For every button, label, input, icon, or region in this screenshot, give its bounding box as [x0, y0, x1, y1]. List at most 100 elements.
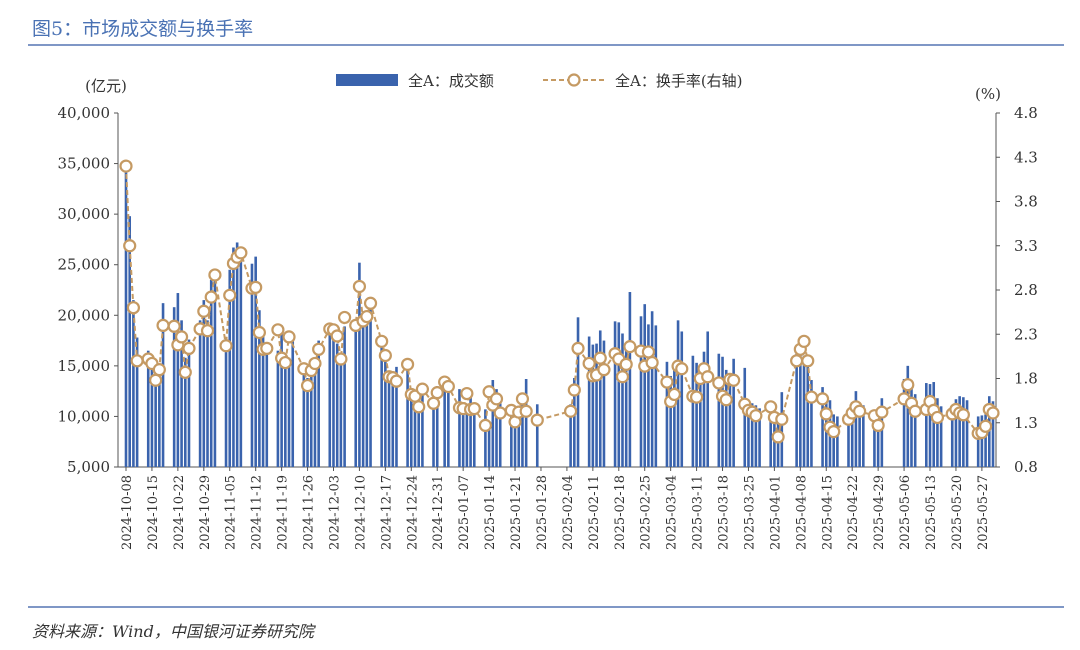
turnover-point — [615, 370, 630, 384]
turnover-point — [178, 365, 192, 379]
bar — [624, 347, 628, 467]
turnover-point — [204, 290, 218, 304]
x-axis-tick-label: 2024-10-15 — [146, 475, 161, 550]
bar — [358, 262, 361, 467]
right-axis-tick-label: 2.8 — [1014, 281, 1038, 299]
turnover-point — [334, 352, 348, 366]
left-axis-tick-label: 35,000 — [58, 155, 111, 173]
turnover-point — [308, 356, 322, 371]
bar — [717, 353, 721, 467]
turnover-point — [252, 325, 266, 340]
x-axis-tick-label: 2025-04-01 — [768, 475, 783, 550]
bar — [258, 310, 261, 467]
bar — [958, 396, 961, 467]
right-axis-tick-label: 2.3 — [1014, 325, 1038, 343]
bar — [443, 377, 446, 467]
bar — [965, 400, 969, 467]
x-axis-tick-label: 2025-03-11 — [691, 475, 706, 550]
bar — [910, 384, 913, 467]
bar — [498, 403, 502, 467]
bar — [510, 412, 513, 467]
bar — [906, 365, 910, 467]
turnover-point — [956, 408, 970, 422]
bar — [409, 388, 413, 467]
bar — [876, 408, 880, 467]
left-axis-tick-label: 5,000 — [67, 458, 110, 476]
x-axis-tick-label: 2025-04-22 — [846, 475, 861, 550]
turnover-point — [908, 404, 922, 418]
bar — [639, 316, 643, 467]
turnover-point — [582, 356, 596, 371]
bar — [202, 300, 206, 467]
bar — [417, 398, 421, 467]
bar — [913, 394, 917, 467]
page-title: 图5：市场成交额与换手率 — [32, 18, 254, 40]
bar — [421, 393, 424, 467]
bar — [932, 382, 936, 467]
bar — [250, 263, 254, 467]
turnover-point — [978, 419, 993, 433]
bar — [850, 402, 854, 467]
bar — [858, 408, 861, 467]
turnover-point — [853, 404, 867, 418]
bar — [591, 344, 595, 467]
turnover-point — [623, 340, 637, 354]
bar — [643, 304, 647, 467]
turnover-point — [174, 330, 189, 344]
bar — [806, 360, 810, 467]
turnover-point — [223, 288, 237, 302]
turnover-point — [719, 393, 733, 407]
turnover-point — [338, 310, 352, 325]
bar — [472, 408, 476, 467]
bar — [280, 325, 283, 467]
bar — [354, 322, 358, 467]
turnover-point — [441, 379, 455, 394]
bar — [680, 331, 684, 467]
bar — [484, 409, 487, 467]
bar — [665, 361, 669, 467]
bar — [758, 408, 761, 467]
x-axis-tick-label: 2024-12-24 — [405, 475, 420, 550]
bar — [161, 303, 165, 467]
turnover-point — [749, 409, 763, 423]
bar — [936, 398, 939, 467]
x-axis-tick-label: 2025-01-21 — [509, 475, 524, 550]
turnover-point — [426, 396, 441, 410]
bar — [239, 252, 243, 467]
turnover-point — [282, 330, 296, 344]
turnover-point — [564, 404, 578, 418]
bar — [180, 320, 183, 467]
bar — [602, 340, 606, 467]
bar — [206, 320, 209, 467]
bar — [821, 387, 824, 467]
turnover-point — [400, 357, 415, 371]
bar — [328, 332, 332, 467]
chart: 5,000 10,000 15,000 20,000 25,000 30,000 35,00… — [58, 72, 1038, 550]
bar — [276, 350, 280, 467]
bar — [721, 356, 724, 467]
bar — [780, 392, 784, 467]
bar — [747, 400, 750, 467]
turnover-point — [815, 392, 830, 406]
x-axis-tick-label: 2025-05-06 — [898, 475, 913, 550]
bar — [702, 351, 706, 467]
bar — [343, 326, 346, 467]
bar — [146, 350, 150, 467]
bar — [902, 379, 906, 467]
bar — [698, 367, 702, 467]
x-axis-tick-label: 2025-01-28 — [535, 475, 550, 550]
bar — [465, 410, 469, 467]
bar — [287, 357, 291, 467]
x-axis-tick-label: 2024-11-19 — [276, 475, 291, 550]
bar — [447, 381, 450, 467]
bar — [617, 322, 621, 467]
turnover-point — [827, 425, 841, 439]
bar — [235, 242, 239, 467]
bar — [880, 398, 884, 467]
turnover-point — [660, 375, 674, 389]
bar — [832, 414, 835, 467]
turnover-point — [797, 334, 811, 348]
turnover-point — [667, 387, 681, 402]
turnover-point — [712, 376, 726, 390]
bar — [732, 358, 735, 467]
